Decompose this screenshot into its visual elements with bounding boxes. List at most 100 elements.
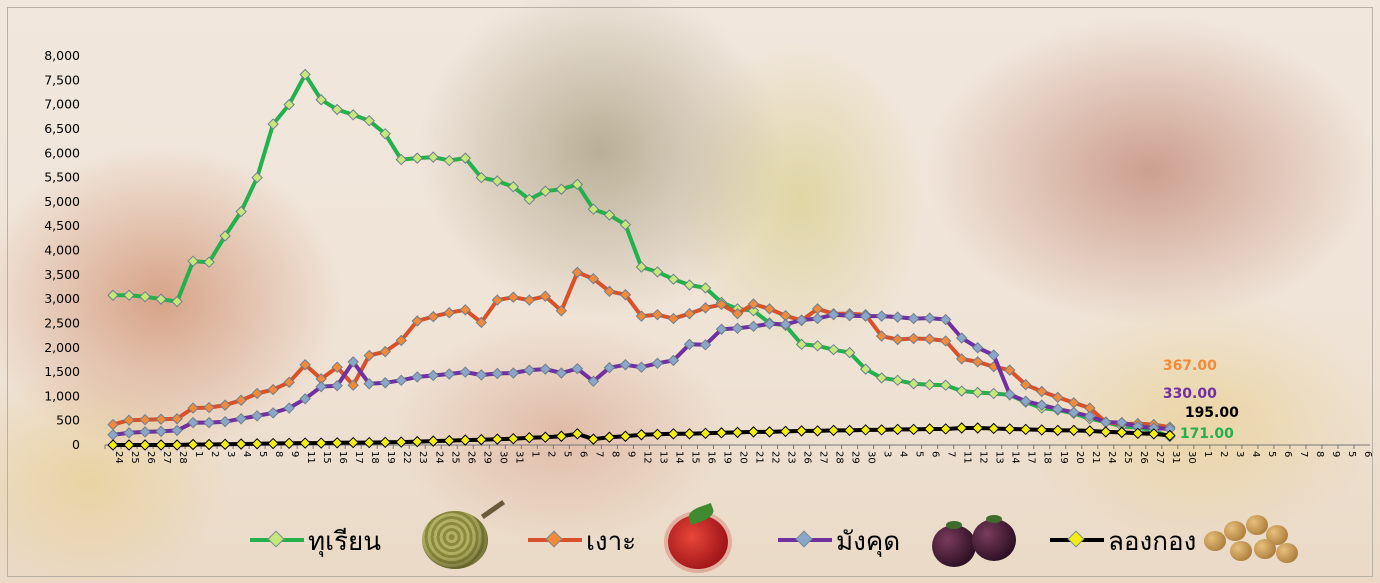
x-tick-label: 3	[1234, 451, 1245, 457]
data-point	[651, 428, 664, 441]
data-point	[235, 394, 247, 406]
data-point	[987, 422, 1000, 435]
data-point	[139, 439, 151, 451]
data-point	[315, 94, 327, 106]
data-point	[411, 371, 423, 383]
data-point	[1020, 395, 1032, 407]
data-point	[987, 349, 1000, 361]
y-tick-label: 5,000	[44, 194, 80, 209]
data-point	[651, 266, 664, 278]
data-point	[811, 340, 824, 352]
data-point	[1020, 378, 1032, 391]
x-tick-label: 24	[433, 451, 444, 464]
data-point	[699, 302, 712, 314]
y-tick-label: 500	[56, 413, 80, 428]
x-tick-label: 23	[417, 451, 428, 464]
data-point	[507, 432, 520, 445]
x-tick-label: 19	[1058, 451, 1069, 464]
data-point	[923, 378, 936, 391]
data-point	[251, 171, 263, 184]
y-tick-label: 8,000	[44, 48, 80, 63]
data-point	[603, 209, 616, 221]
x-tick-label: 5	[1266, 451, 1277, 457]
x-tick-label: 9	[289, 451, 300, 457]
data-point	[331, 361, 343, 373]
data-point	[123, 439, 135, 451]
data-point	[667, 312, 680, 325]
x-tick-label: 14	[673, 451, 684, 464]
data-point	[395, 436, 407, 448]
series-layer	[107, 68, 1176, 451]
data-point	[155, 293, 167, 305]
data-point	[331, 379, 343, 392]
data-point	[379, 128, 391, 140]
data-point	[539, 185, 552, 197]
data-point	[187, 416, 199, 429]
data-point	[411, 152, 423, 164]
x-tick-label: 1	[1202, 451, 1213, 457]
data-point	[651, 308, 664, 321]
data-point	[587, 203, 600, 215]
data-point	[731, 426, 744, 439]
data-point	[443, 434, 455, 447]
data-point	[747, 298, 760, 310]
x-tick-label: 17	[1026, 451, 1037, 464]
data-point	[843, 346, 856, 359]
data-point	[555, 367, 568, 379]
x-tick-label: 22	[401, 451, 412, 464]
data-point	[827, 343, 840, 356]
data-point	[363, 349, 375, 362]
data-point	[491, 367, 504, 380]
data-point	[523, 294, 536, 306]
data-point	[475, 433, 488, 446]
x-tick-label: 31	[1170, 451, 1181, 464]
data-point	[123, 289, 135, 301]
data-point	[667, 354, 680, 367]
data-point	[219, 415, 231, 428]
data-point	[1004, 364, 1016, 376]
data-point	[747, 426, 760, 438]
x-tick-label: 13	[657, 451, 668, 464]
longkong-picture	[1200, 505, 1298, 575]
series-2	[107, 308, 1176, 441]
x-tick-label: 21	[754, 451, 765, 464]
legend-label-rambutan: เงาะ	[586, 527, 637, 557]
x-tick-label: 16	[705, 451, 716, 464]
data-point	[347, 379, 359, 391]
data-point	[619, 359, 632, 371]
x-tick-label: 25	[449, 451, 460, 464]
y-tick-label: 1,500	[44, 364, 80, 379]
data-point	[187, 255, 199, 267]
data-point	[603, 431, 616, 443]
data-point	[555, 430, 568, 442]
legend-label-mangosteen: มังคุด	[836, 527, 901, 557]
data-point	[395, 374, 407, 387]
x-tick-label: 29	[850, 451, 861, 464]
data-point	[219, 230, 231, 242]
data-point	[827, 424, 840, 437]
data-point	[427, 310, 439, 323]
x-tick-label: 26	[802, 451, 813, 464]
data-point	[139, 290, 151, 303]
data-point	[747, 320, 760, 333]
data-point	[299, 359, 311, 371]
x-tick-label: 26	[145, 451, 156, 464]
data-point	[235, 205, 247, 218]
data-point	[859, 363, 872, 375]
data-point	[107, 439, 119, 451]
data-point	[123, 414, 135, 426]
data-point	[171, 439, 183, 451]
data-point	[699, 427, 712, 440]
data-point	[795, 314, 808, 326]
x-tick-label: 5	[1346, 451, 1357, 457]
data-point	[1004, 423, 1016, 435]
data-point	[875, 330, 888, 342]
data-point	[747, 305, 760, 317]
x-tick-label: 26	[1138, 451, 1149, 464]
data-point	[907, 312, 920, 325]
data-point	[459, 366, 471, 378]
data-point	[939, 313, 952, 326]
x-tick-label: 14	[1010, 451, 1021, 464]
series-3	[107, 422, 1176, 451]
